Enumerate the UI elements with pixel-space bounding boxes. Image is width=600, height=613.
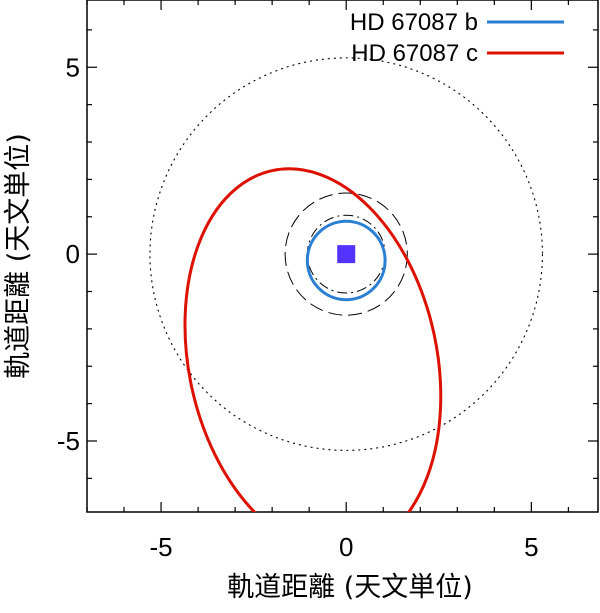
y-tick-label: 0	[66, 239, 80, 269]
host-star-marker	[337, 245, 356, 264]
legend-label-hd67087b: HD 67087 b	[350, 9, 478, 36]
orbit-hd67087b	[305, 219, 387, 302]
x-axis-label: 軌道距離 (天文単位)	[227, 572, 473, 603]
plot-frame	[86, 0, 599, 513]
orbit-hd67087c	[183, 167, 443, 512]
reference-circle-dashed	[284, 192, 408, 316]
y-axis-label: 軌道距離 (天文単位)	[3, 133, 34, 379]
x-tick-label: 0	[339, 532, 353, 562]
legend: HD 67087 b HD 67087 c	[350, 9, 564, 67]
y-tick-label: 5	[66, 52, 80, 82]
x-tick-label: -5	[149, 532, 172, 562]
y-tick-label: -5	[57, 426, 80, 456]
legend-label-hd67087c: HD 67087 c	[351, 40, 478, 67]
reference-circle-dotted	[149, 57, 544, 451]
x-tick-label: 5	[524, 532, 538, 562]
axis-ticks	[86, 0, 598, 512]
tick-labels: -5 0 5 -5 0 5	[57, 52, 539, 562]
